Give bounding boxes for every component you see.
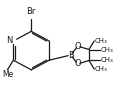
Text: N: N	[6, 37, 13, 45]
Text: Me: Me	[2, 70, 13, 79]
Text: CH₃: CH₃	[95, 38, 108, 44]
Text: O: O	[74, 59, 81, 68]
Text: O: O	[74, 42, 81, 51]
Text: CH₃: CH₃	[95, 66, 108, 72]
Text: B: B	[68, 50, 74, 60]
Text: CH₃: CH₃	[100, 58, 113, 63]
Text: CH₃: CH₃	[100, 47, 113, 52]
Text: Br: Br	[27, 7, 36, 16]
